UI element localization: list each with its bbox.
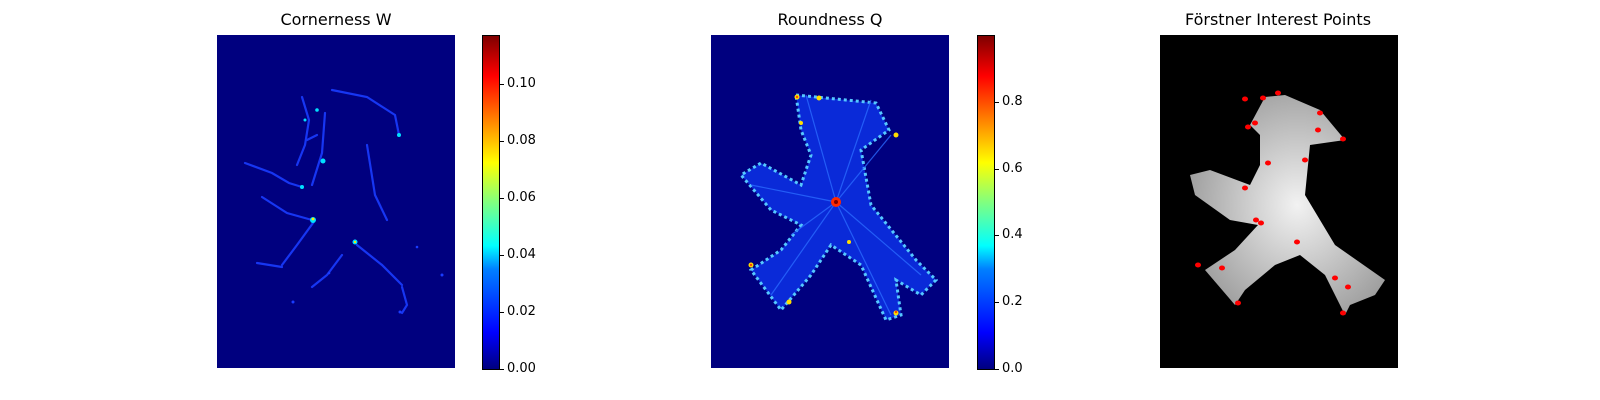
- interest-point: [1265, 160, 1271, 166]
- cornerness-colorbar: [482, 35, 500, 370]
- forstner-image: [1160, 35, 1398, 368]
- interest-point: [1252, 120, 1258, 126]
- interest-point: [1275, 90, 1281, 96]
- interest-point: [1245, 124, 1251, 130]
- roundness-heatmap: [711, 35, 949, 368]
- colorbar-1-tickmark: [500, 83, 504, 85]
- interest-point: [1219, 265, 1225, 271]
- colorbar-2-tick-label: 0.2: [1002, 294, 1023, 310]
- interest-point: [1195, 262, 1201, 268]
- colorbar-1-tick-label: 0.02: [507, 303, 536, 319]
- colorbar-2-tick-label: 0.8: [1002, 93, 1023, 109]
- colorbar-2-tick-label: 0.4: [1002, 227, 1023, 243]
- colorbar-2-tick-label: 0.0: [1002, 361, 1023, 376]
- forstner-title: Förstner Interest Points: [1184, 10, 1372, 29]
- interest-point: [1242, 96, 1248, 102]
- colorbar-2-tickmark: [995, 168, 999, 170]
- interest-point: [1332, 275, 1338, 281]
- colorbar-1-tickmark: [500, 369, 504, 370]
- colorbar-1-tick-label: 0.04: [507, 246, 536, 262]
- interest-point: [1242, 185, 1248, 191]
- colorbar-1-tick-label: 0.08: [507, 132, 536, 148]
- colorbar-2-tickmark: [995, 369, 999, 370]
- colorbar-2-tickmark: [995, 302, 999, 304]
- interest-point: [1315, 127, 1321, 133]
- cornerness-heatmap: [217, 35, 455, 368]
- roundness-title: Roundness Q: [777, 10, 883, 29]
- interest-point: [1294, 239, 1300, 245]
- colorbar-1-tickmark: [500, 140, 504, 142]
- colorbar-2-tickmark: [995, 235, 999, 237]
- interest-point: [1260, 95, 1266, 101]
- interest-point: [1302, 157, 1308, 163]
- colorbar-1-tickmark: [500, 254, 504, 256]
- cornerness-title: Cornerness W: [280, 10, 392, 29]
- colorbar-2-tick-label: 0.6: [1002, 160, 1023, 176]
- interest-point: [1235, 300, 1241, 306]
- roundness-colorbar: [977, 35, 995, 370]
- colorbar-2-tickmark: [995, 101, 999, 103]
- interest-point: [1345, 284, 1351, 290]
- colorbar-1-tickmark: [500, 197, 504, 199]
- interest-point: [1317, 110, 1323, 116]
- colorbar-1-tick-label: 0.10: [507, 75, 536, 91]
- interest-point: [1340, 310, 1346, 316]
- colorbar-1-tick-label: 0.00: [507, 361, 536, 376]
- interest-point: [1340, 136, 1346, 142]
- colorbar-1-tickmark: [500, 311, 504, 313]
- interest-point: [1258, 220, 1264, 226]
- colorbar-1-tick-label: 0.06: [507, 189, 536, 205]
- interest-point: [1253, 217, 1259, 223]
